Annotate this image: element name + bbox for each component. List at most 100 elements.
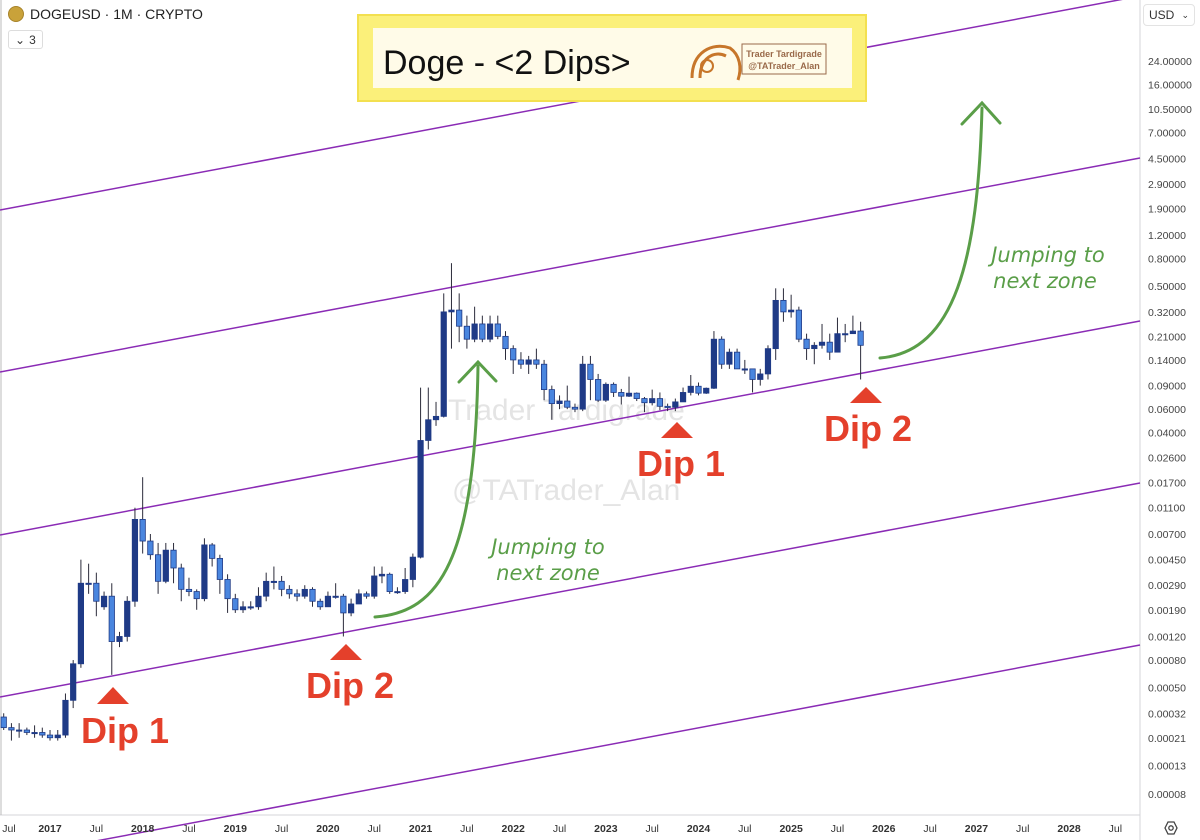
dip-marker-3: Dip 1 xyxy=(637,422,725,484)
candle-body xyxy=(556,400,563,405)
candle-body xyxy=(232,598,239,611)
candle-body xyxy=(23,729,30,733)
candle xyxy=(77,559,84,668)
time-tick-label: 2017 xyxy=(38,823,62,835)
candle xyxy=(170,542,177,584)
candle xyxy=(139,477,146,554)
candle xyxy=(826,333,833,360)
candle xyxy=(595,373,602,402)
candle xyxy=(703,387,710,394)
candle-body xyxy=(625,392,633,397)
price-tick-label: 1.90000 xyxy=(1148,203,1186,215)
candle-body xyxy=(772,299,779,350)
candle-body xyxy=(695,385,702,394)
candle xyxy=(93,572,100,617)
candle xyxy=(633,392,640,402)
channel-line[interactable] xyxy=(0,644,1141,840)
candle xyxy=(116,631,123,648)
candle-body xyxy=(147,540,154,556)
candle xyxy=(324,591,332,608)
candle xyxy=(417,387,424,559)
price-tick-label: 24.00000 xyxy=(1148,56,1192,68)
parallel-channel[interactable] xyxy=(0,0,1141,840)
candle xyxy=(625,376,633,397)
candle-body xyxy=(718,338,725,365)
time-tick-label: Jul xyxy=(553,823,566,835)
time-tick-label: Jul xyxy=(738,823,751,835)
candle xyxy=(672,398,679,412)
time-tick-label: Jul xyxy=(923,823,936,835)
candle-body xyxy=(93,582,100,602)
candle xyxy=(432,401,440,426)
candle xyxy=(510,345,517,374)
candle xyxy=(70,660,77,709)
price-tick-label: 0.01100 xyxy=(1148,503,1185,515)
up-triangle-icon xyxy=(97,687,129,704)
candle-body xyxy=(371,575,378,597)
chart-title: Doge - <2 Dips> xyxy=(383,44,631,82)
channel-line[interactable] xyxy=(0,0,1140,211)
jump-label-2-line2: next zone xyxy=(993,269,1097,293)
candle xyxy=(710,331,718,389)
candle-body xyxy=(85,582,92,585)
channel-line[interactable] xyxy=(0,482,1141,698)
candle xyxy=(8,723,15,741)
candle xyxy=(440,293,447,418)
logo-badge xyxy=(741,43,827,75)
price-tick-label: 0.00190 xyxy=(1148,605,1186,617)
price-tick-label: 1.20000 xyxy=(1148,230,1186,242)
candle xyxy=(309,587,316,607)
candle xyxy=(54,730,61,741)
candle xyxy=(834,317,841,353)
candle-body xyxy=(209,544,216,559)
candle-body xyxy=(0,716,7,729)
candles xyxy=(0,263,864,741)
channel-line[interactable] xyxy=(0,157,1141,373)
candle xyxy=(780,288,787,322)
channel-line[interactable] xyxy=(0,320,1141,536)
candle-body xyxy=(857,330,864,346)
candle-body xyxy=(409,556,416,580)
candle xyxy=(301,585,308,599)
candle-body xyxy=(46,734,54,739)
candle-body xyxy=(425,419,432,441)
symbol-header[interactable]: DOGEUSD · 1M · CRYPTO xyxy=(8,6,203,22)
candle-body xyxy=(679,392,687,403)
currency-select[interactable]: USD ⌄ xyxy=(1143,4,1195,26)
candle-body xyxy=(216,557,223,580)
jump-label-1-line2: next zone xyxy=(496,561,600,585)
candle xyxy=(795,306,802,343)
indicators-toggle-button[interactable]: ⌄ 3 xyxy=(8,30,43,49)
chart-settings-button[interactable] xyxy=(1164,821,1178,835)
candle-body xyxy=(795,309,802,340)
price-tick-label: 0.00013 xyxy=(1148,761,1186,773)
candle xyxy=(695,382,702,396)
candle xyxy=(23,727,30,736)
price-tick-label: 0.00032 xyxy=(1148,708,1186,720)
dip-label: Dip 2 xyxy=(306,665,394,706)
price-tick-label: 0.02600 xyxy=(1148,453,1186,465)
candle-body xyxy=(448,309,455,313)
candle-body xyxy=(170,549,177,569)
candle-body xyxy=(818,341,826,346)
candle-body xyxy=(764,348,772,375)
chevron-down-icon: ⌄ xyxy=(1181,9,1189,20)
candle xyxy=(849,315,857,335)
dip-label: Dip 1 xyxy=(81,710,169,751)
price-axis[interactable]: 24.00000 16.00000 10.50000 7.00000 4.50000 2.… xyxy=(1148,56,1192,801)
price-tick-label: 0.00008 xyxy=(1148,789,1186,801)
price-tick-label: 10.50000 xyxy=(1148,104,1192,116)
candle xyxy=(209,542,216,567)
candle-body xyxy=(139,518,146,542)
time-axis[interactable]: Jul 2017 Jul 2018 Jul 2019 Jul 2020 Jul 2021 Jul 20… xyxy=(2,823,1122,835)
jump-arrow-2 xyxy=(878,100,1002,360)
candle xyxy=(525,355,532,374)
candle xyxy=(803,333,810,360)
candle xyxy=(16,723,23,738)
candle-body xyxy=(278,580,285,590)
candle-body xyxy=(757,373,764,380)
candle-body xyxy=(788,309,795,313)
candle xyxy=(456,293,463,343)
candle xyxy=(355,589,362,605)
